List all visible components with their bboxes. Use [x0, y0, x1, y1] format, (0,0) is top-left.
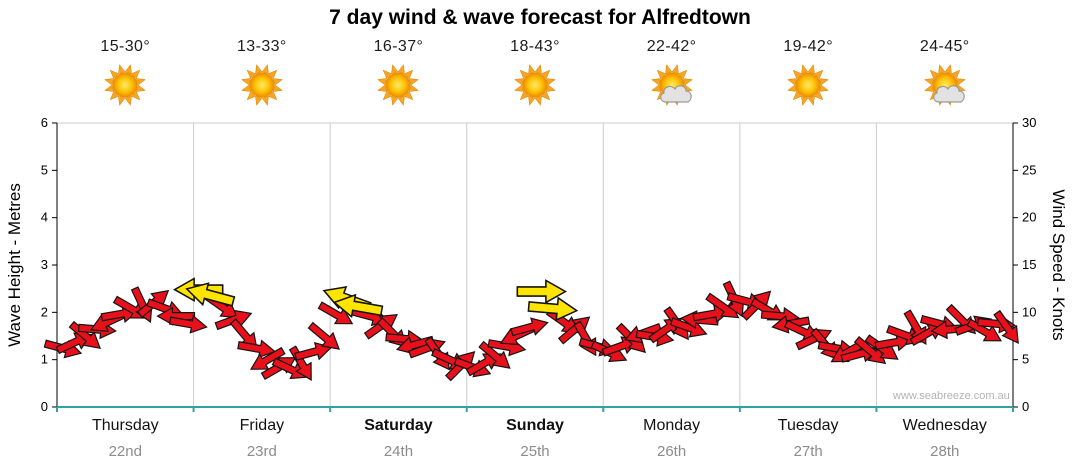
sun-icon: [785, 62, 831, 108]
day-date-label: 27th: [793, 443, 823, 460]
wind-arrow: [993, 309, 1019, 345]
day-column-bottom: Tuesday 27th: [740, 417, 877, 460]
day-date-label: 25th: [520, 443, 550, 460]
day-column-bottom: Wednesday 28th: [876, 417, 1013, 460]
day-temp-range: 19-42°: [783, 38, 834, 55]
day-temp-range: 24-45°: [919, 38, 970, 55]
left-axis-title: Wave Height - Metres: [5, 183, 24, 347]
day-column-top: 13-33°: [194, 38, 331, 108]
right-tick-label: 25: [1022, 162, 1036, 177]
sun-icon: [102, 62, 148, 108]
day-column-top: 15-30°: [57, 38, 194, 108]
right-tick-label: 20: [1022, 210, 1036, 225]
wind-arrow: [317, 301, 354, 325]
wind-arrow-yellow: [185, 282, 236, 307]
wind-arrow: [307, 321, 340, 350]
day-name-label: Monday: [643, 417, 701, 434]
day-column-top: 24-45°: [876, 38, 1013, 108]
day-temp-range: 16-37°: [373, 38, 424, 55]
day-column-bottom: Sunday 25th: [467, 417, 604, 460]
wind-arrow-yellow: [332, 293, 384, 319]
watermark: www.seabreeze.com.au: [893, 390, 1010, 402]
day-temp-range: 18-43°: [510, 38, 560, 55]
wind-arrow: [510, 317, 549, 337]
left-tick-label: 0: [41, 399, 48, 414]
right-tick-label: 15: [1022, 257, 1036, 272]
wind-arrow: [705, 292, 740, 319]
day-temp-range: 13-33°: [237, 38, 287, 55]
day-date-label: 23rd: [246, 443, 277, 460]
left-tick-label: 3: [41, 257, 48, 272]
day-name-label: Tuesday: [777, 417, 839, 434]
day-date-label: 24th: [383, 443, 414, 460]
left-tick-label: 4: [41, 210, 48, 225]
right-tick-label: 10: [1022, 304, 1036, 319]
left-tick-label: 5: [41, 162, 48, 177]
day-column-bottom: Saturday 24th: [330, 417, 467, 460]
day-date-label: 28th: [930, 443, 960, 460]
wind-arrow-yellow: [527, 296, 579, 322]
sun-cloud-icon: [649, 62, 695, 108]
day-date-label: 22nd: [108, 443, 142, 460]
day-date-label: 26th: [657, 443, 687, 460]
sun-icon: [512, 62, 558, 108]
day-temp-range: 22-42°: [646, 38, 697, 55]
wind-arrow: [214, 309, 253, 331]
day-name-label: Sunday: [506, 417, 564, 434]
day-column-top: 19-42°: [740, 38, 877, 108]
wind-arrow: [249, 346, 286, 370]
day-column-bottom: Monday 26th: [603, 417, 740, 460]
day-temp-range: 15-30°: [100, 38, 151, 55]
left-tick-label: 1: [41, 352, 48, 367]
wind-arrow: [237, 339, 277, 359]
wind-arrow: [478, 340, 511, 369]
forecast-days-header: 15-30° 13-33° 16-37° 18-43° 22-42° 19-42° 24-4…: [57, 38, 1013, 108]
right-tick-label: 0: [1022, 399, 1029, 414]
day-column-top: 16-37°: [330, 38, 467, 108]
sun-cloud-icon: [922, 62, 968, 108]
wind-arrow-yellow: [516, 279, 567, 304]
page-title: 7 day wind & wave forecast for Alfredtow…: [329, 6, 751, 29]
left-tick-label: 6: [41, 115, 48, 130]
wind-arrow: [853, 336, 887, 365]
sun-icon: [375, 62, 421, 108]
wind-arrow: [168, 314, 208, 334]
x-axis-day-labels: Thursday 22nd Friday 23rd Saturday 24th Sunday…: [57, 417, 1013, 460]
day-column-bottom: Friday 23rd: [194, 417, 331, 460]
sun-icon: [239, 62, 285, 108]
wind-arrow: [294, 342, 333, 361]
day-column-bottom: Thursday 22nd: [57, 417, 194, 460]
day-name-label: Friday: [239, 417, 285, 434]
right-tick-label: 30: [1022, 115, 1036, 130]
wind-arrow: [966, 318, 1003, 342]
wind-arrow: [271, 357, 309, 380]
right-axis-title: Wind Speed - Knots: [1049, 189, 1068, 341]
day-column-top: 18-43°: [467, 38, 604, 108]
day-name-label: Wednesday: [902, 417, 987, 434]
wind-arrow: [68, 320, 101, 349]
day-name-label: Saturday: [364, 417, 433, 434]
right-tick-label: 5: [1022, 352, 1029, 367]
left-tick-label: 2: [41, 304, 48, 319]
day-name-label: Thursday: [91, 417, 159, 434]
day-column-top: 22-42°: [603, 38, 740, 108]
